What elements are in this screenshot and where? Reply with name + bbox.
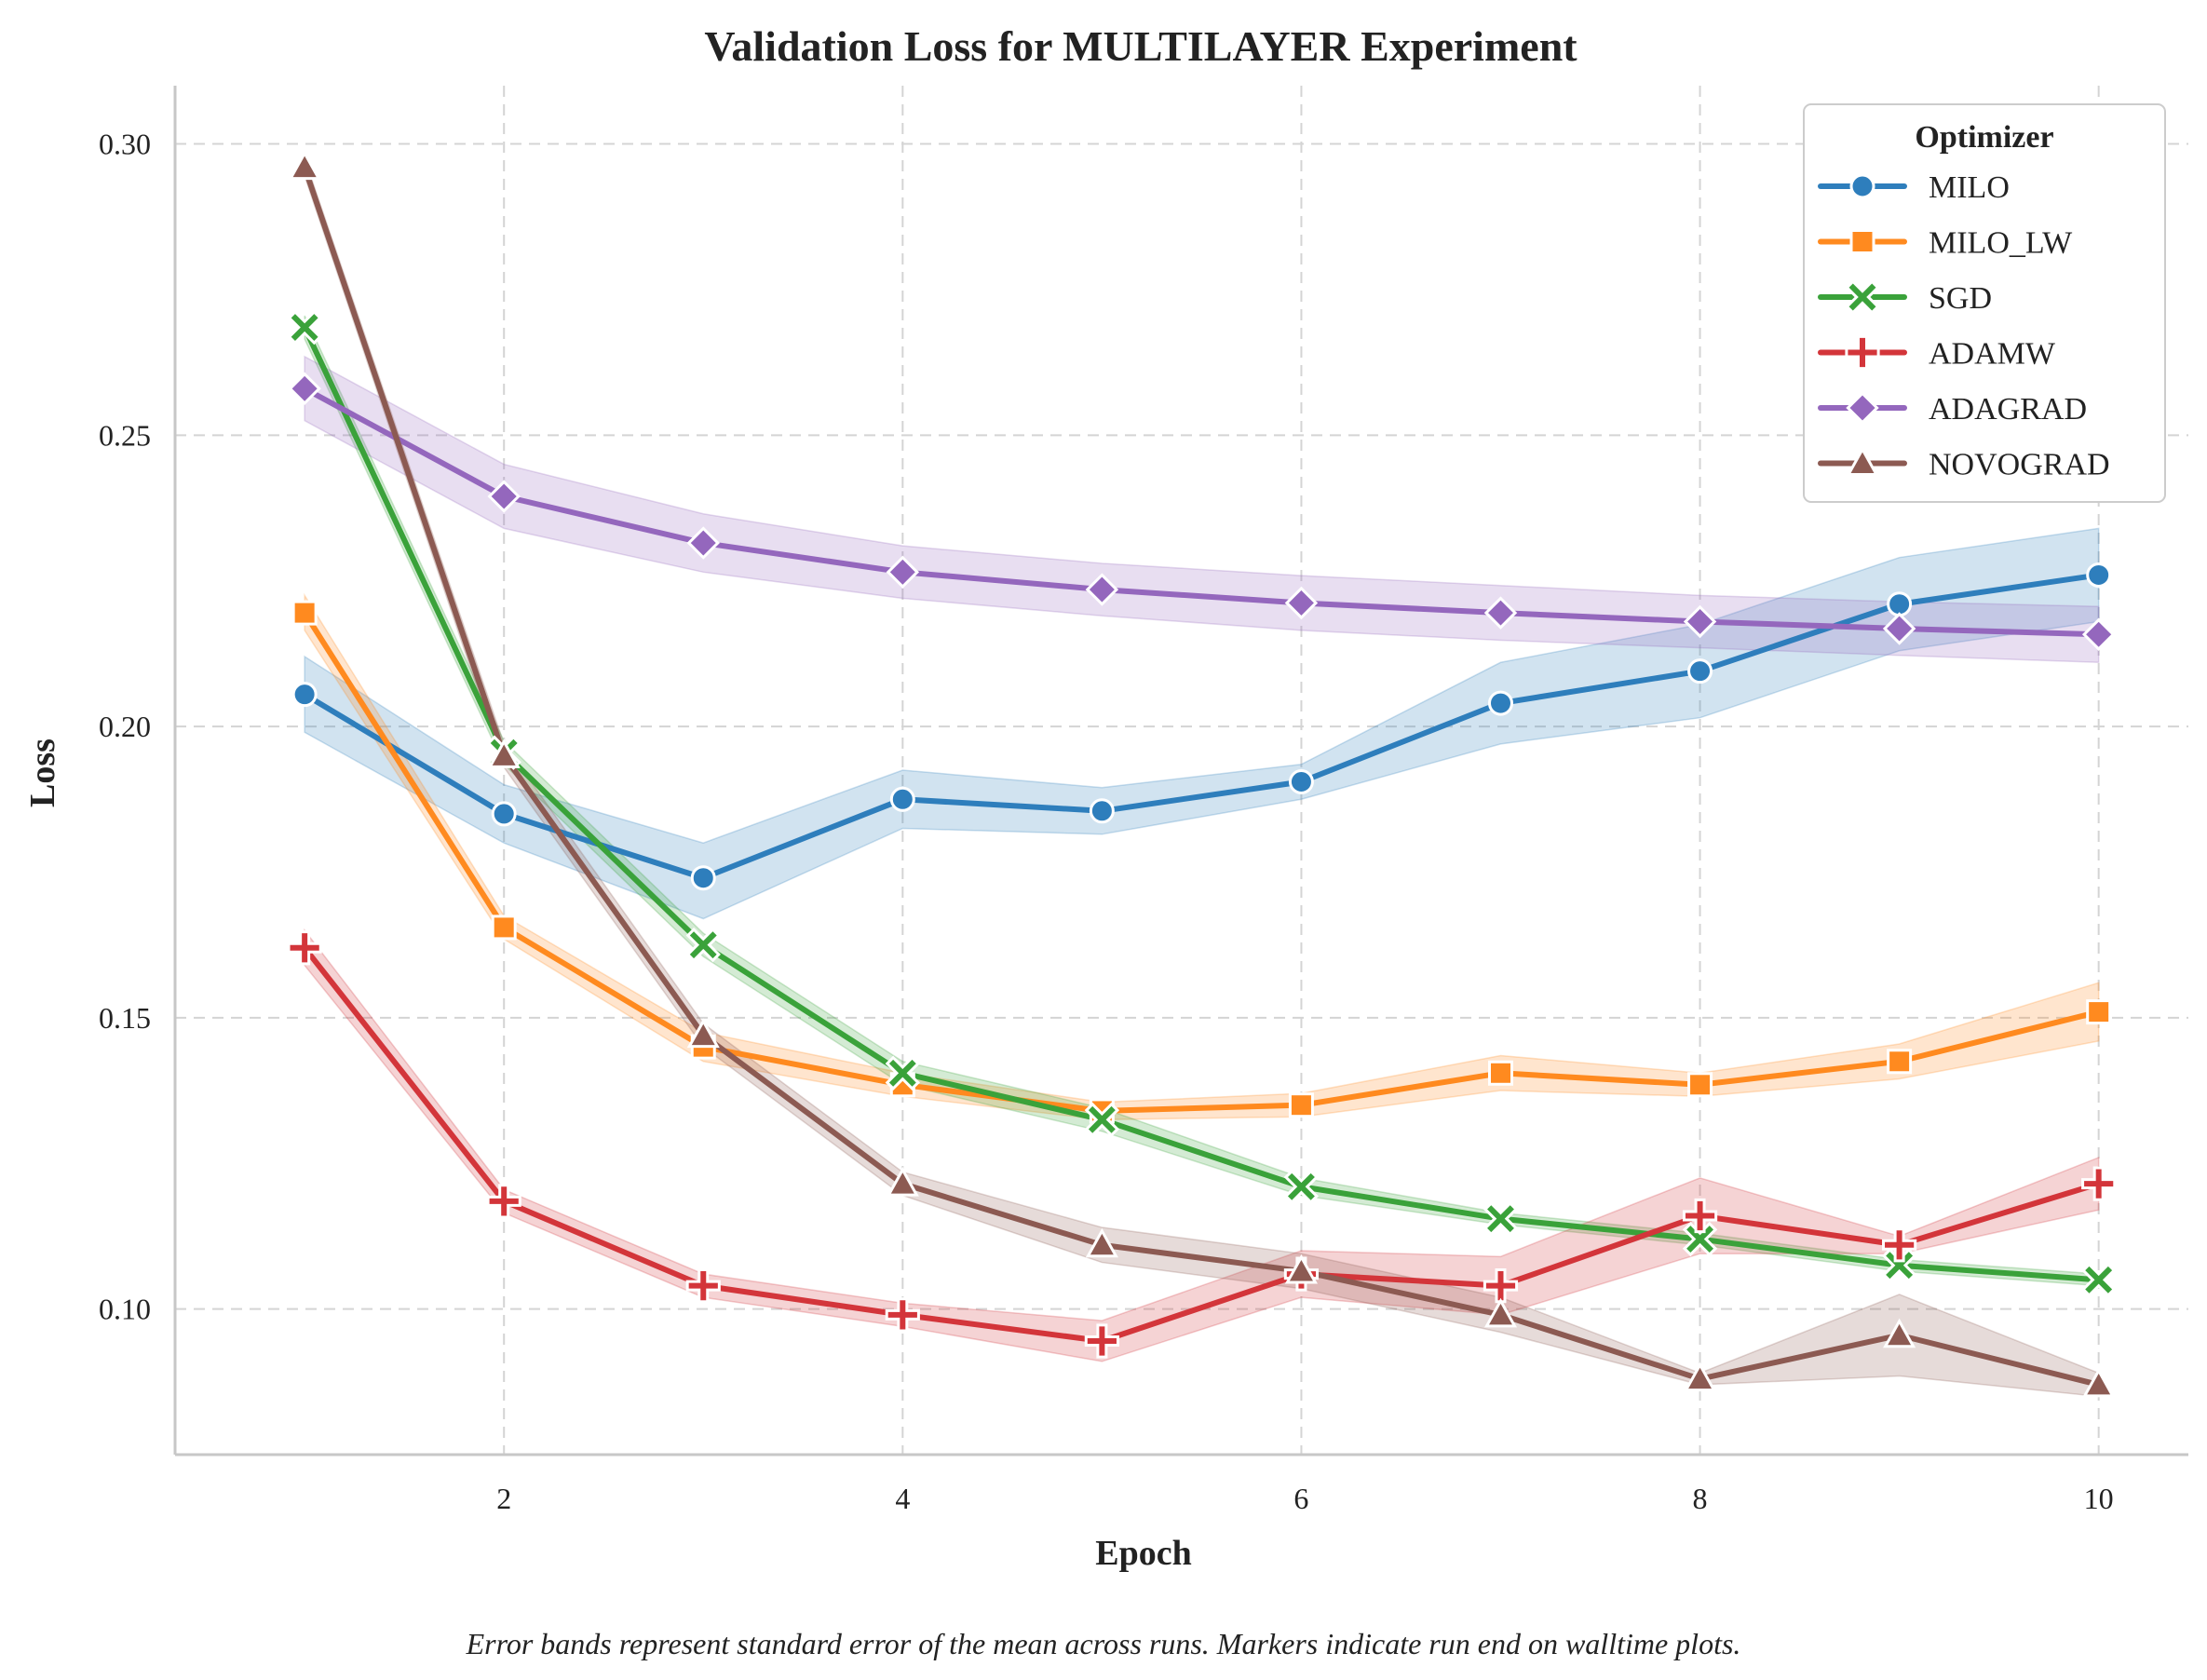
point-adagrad xyxy=(288,372,321,405)
point-sgd xyxy=(2080,1262,2117,1298)
y-tick-label: 0.25 xyxy=(99,418,151,452)
point-milo xyxy=(1288,769,1314,795)
band-milo-lw xyxy=(304,592,2100,1121)
legend-label-milo: MILO xyxy=(1929,170,2010,205)
legend-marker-milo-lw xyxy=(1849,229,1875,254)
point-milo-lw xyxy=(1487,1060,1513,1086)
y-tick-label: 0.30 xyxy=(99,128,151,161)
point-adagrad xyxy=(686,526,720,560)
point-adagrad xyxy=(1483,596,1518,630)
footnote: Error bands represent standard error of … xyxy=(466,1627,1741,1660)
line-adamw xyxy=(302,944,2102,1345)
y-tick-label: 0.20 xyxy=(99,710,151,743)
point-adagrad xyxy=(1882,612,1916,645)
legend-label-novograd: NOVOGRAD xyxy=(1929,448,2110,482)
point-milo-lw xyxy=(1687,1072,1713,1098)
point-adamw xyxy=(2081,1166,2117,1201)
axes xyxy=(173,86,2188,1456)
point-sgd xyxy=(1084,1102,1120,1138)
point-adagrad xyxy=(1284,586,1319,620)
point-adamw xyxy=(1084,1323,1119,1359)
point-adagrad xyxy=(1683,604,1717,639)
point-milo xyxy=(690,865,716,891)
point-novograd xyxy=(886,1167,919,1197)
point-sgd xyxy=(1881,1248,1917,1283)
legend-label-adamw: ADAMW xyxy=(1929,337,2056,372)
point-sgd xyxy=(287,309,322,345)
x-tick-label: 4 xyxy=(895,1482,910,1515)
legend-marker-adagrad xyxy=(1846,391,1879,425)
point-adagrad xyxy=(487,480,521,513)
point-novograd xyxy=(1483,1297,1518,1328)
band-adamw xyxy=(304,928,2100,1362)
point-milo-lw xyxy=(1288,1092,1314,1118)
point-novograd xyxy=(288,150,321,181)
point-milo xyxy=(1687,658,1713,684)
point-milo-lw xyxy=(291,600,318,626)
point-sgd xyxy=(685,927,721,963)
x-tick-label: 6 xyxy=(1293,1482,1308,1515)
point-adagrad xyxy=(1085,573,1119,606)
legend: Optimizer MILO MILO_LW SGD ADAMW ADAGRAD NOVO… xyxy=(1803,103,2166,503)
point-adamw xyxy=(1682,1198,1718,1234)
point-milo xyxy=(491,801,517,827)
legend-title: Optimizer xyxy=(1915,120,2053,155)
chart-title: Validation Loss for MULTILAYER Experimen… xyxy=(704,22,1577,70)
point-sgd xyxy=(1283,1169,1320,1204)
point-milo xyxy=(2086,562,2112,588)
x-axis-label: Epoch xyxy=(1095,1534,1191,1573)
point-adagrad xyxy=(2081,617,2116,651)
point-sgd xyxy=(1682,1221,1718,1257)
legend-marker-adamw xyxy=(1845,334,1880,371)
point-milo-lw xyxy=(491,915,517,941)
series-markers xyxy=(287,150,2117,1398)
point-novograd xyxy=(2082,1367,2116,1398)
line-sgd xyxy=(302,324,2102,1283)
point-novograd xyxy=(1085,1227,1118,1258)
x-tick-label: 8 xyxy=(1693,1482,1708,1515)
point-sgd xyxy=(885,1055,921,1091)
point-novograd xyxy=(1684,1362,1717,1392)
line-adagrad xyxy=(302,386,2102,638)
point-adamw xyxy=(685,1268,721,1304)
y-tick-label: 0.15 xyxy=(99,1001,151,1035)
legend-label-milo-lw: MILO_LW xyxy=(1929,226,2073,261)
legend-marker-novograd xyxy=(1846,446,1879,476)
point-adamw xyxy=(486,1184,521,1219)
line-milo-lw xyxy=(302,610,2102,1114)
series-lines xyxy=(302,164,2102,1388)
point-milo xyxy=(291,682,318,708)
point-milo xyxy=(1887,591,1913,617)
legend-marker-sgd xyxy=(1845,279,1880,315)
point-adagrad xyxy=(886,555,920,589)
point-milo-lw xyxy=(2086,999,2112,1025)
legend-box xyxy=(1803,103,2166,503)
point-adamw xyxy=(885,1297,920,1333)
point-milo xyxy=(889,786,915,812)
legend-marker-milo xyxy=(1849,173,1875,199)
legend-label-adagrad: ADAGRAD xyxy=(1929,392,2087,427)
point-milo xyxy=(1089,798,1115,824)
y-tick-label: 0.10 xyxy=(99,1293,151,1326)
point-adamw xyxy=(287,930,322,966)
point-novograd xyxy=(1883,1318,1916,1348)
x-tick-label: 10 xyxy=(2084,1482,2114,1515)
x-tick-label: 2 xyxy=(496,1482,511,1515)
point-novograd xyxy=(487,738,521,768)
tick-labels: 2 4 6 8 10 0.10 0.15 0.20 0.25 0.30 xyxy=(99,128,2114,1515)
point-adamw xyxy=(1882,1227,1917,1263)
point-milo xyxy=(1487,690,1513,716)
point-milo-lw xyxy=(1887,1049,1913,1075)
legend-label-sgd: SGD xyxy=(1929,281,1992,316)
line-novograd xyxy=(302,164,2102,1388)
point-sgd xyxy=(1483,1200,1519,1237)
point-novograd xyxy=(1284,1253,1318,1284)
y-axis-label: Loss xyxy=(23,738,62,807)
point-adamw xyxy=(1483,1268,1519,1304)
point-novograd xyxy=(686,1018,720,1049)
